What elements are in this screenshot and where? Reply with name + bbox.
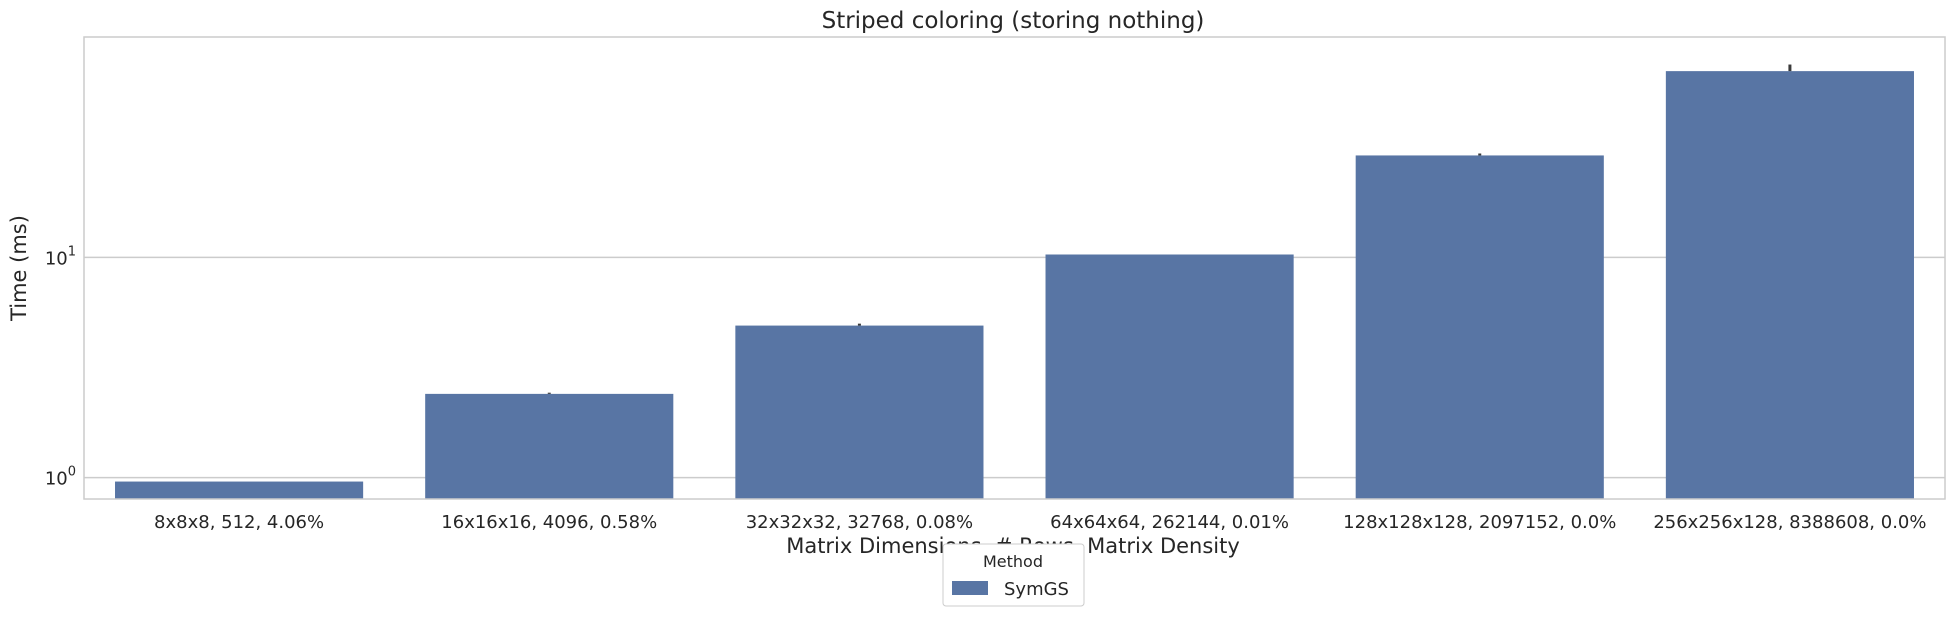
bar: [1665, 71, 1914, 499]
plot-area-frame: [83, 36, 1946, 500]
chart-title: Striped coloring (storing nothing): [822, 8, 1205, 34]
bar: [1355, 155, 1604, 500]
bar: [1045, 254, 1294, 499]
gridlines: [84, 256, 1945, 479]
y-axis-label: Time (ms): [7, 215, 31, 322]
x-tick-label: 32x32x32, 32768, 0.08%: [746, 512, 973, 533]
bars: [115, 71, 1914, 500]
y-tick-exponent: 1: [68, 244, 76, 259]
legend-title: Method: [983, 552, 1043, 571]
legend-swatch-symgs: [952, 581, 988, 595]
bar: [115, 481, 364, 499]
y-tick-label: 100: [45, 465, 76, 490]
error-bars: [547, 64, 1792, 394]
y-tick-label: 101: [45, 244, 76, 269]
bar: [735, 325, 984, 499]
legend: Method SymGS: [942, 543, 1085, 607]
x-tick-label: 8x8x8, 512, 4.06%: [154, 512, 324, 533]
legend-label-symgs: SymGS: [1004, 579, 1069, 600]
x-tick-label: 16x16x16, 4096, 0.58%: [441, 512, 657, 533]
y-tick-base: 10: [45, 469, 68, 490]
bar: [425, 393, 674, 499]
y-tick-base: 10: [45, 248, 68, 269]
x-tick-label: 64x64x64, 262144, 0.01%: [1050, 512, 1289, 533]
x-tick-label: 256x256x128, 8388608, 0.0%: [1653, 512, 1926, 533]
x-tick-label: 128x128x128, 2097152, 0.0%: [1343, 512, 1616, 533]
y-tick-exponent: 0: [68, 465, 76, 480]
x-axis-ticks: 8x8x8, 512, 4.06% 16x16x16, 4096, 0.58% 32…: [154, 512, 1926, 533]
